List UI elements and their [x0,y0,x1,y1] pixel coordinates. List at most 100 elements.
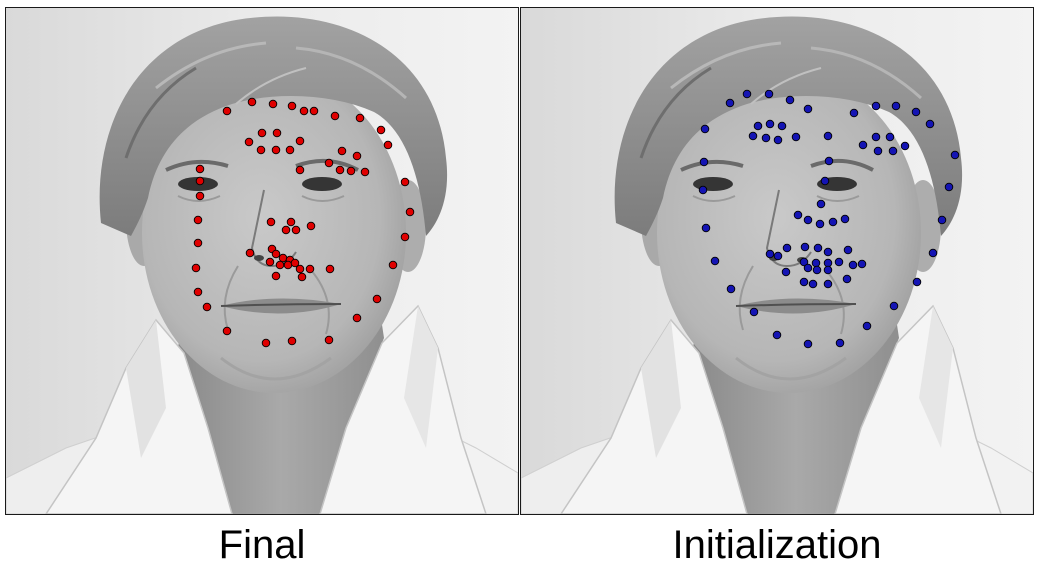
landmark-point [773,251,783,261]
landmark-point [698,185,708,195]
landmark-point [305,264,315,274]
landmark-point [823,131,833,141]
landmark-point [272,128,282,138]
landmark-point [912,277,922,287]
landmark-point [889,301,899,311]
landmark-point [376,125,386,135]
landmark-point [764,89,774,99]
landmark-point [888,146,898,156]
landmark-point [873,146,883,156]
landmark-point [862,321,872,331]
landmark-point [195,191,205,201]
landmark-point [803,104,813,114]
landmark-point [202,302,212,312]
landmark-point [710,256,720,266]
photo-panel-initialization [520,7,1034,515]
photo-panel-final [5,7,519,515]
landmark-point [871,101,881,111]
landmark-point [791,132,801,142]
landmark-point [281,225,291,235]
landmark-point [808,279,818,289]
landmark-point [928,248,938,258]
landmark-point [840,214,850,224]
landmark-point [324,335,334,345]
landmark-point [337,146,347,156]
landmark-point [265,257,275,267]
landmark-point [222,326,232,336]
landmark-point [849,108,859,118]
landmark-point [285,145,295,155]
landmark-point [823,247,833,257]
landmark-point [295,136,305,146]
landmark-point [287,101,297,111]
landmark-point [765,249,775,259]
landmark-point [811,258,821,268]
landmark-point [325,264,335,274]
landmark-point [823,265,833,275]
landmark-point [295,165,305,175]
caption-final: Final [218,523,306,567]
landmark-point [761,133,771,143]
caption-initialization: Initialization [672,523,882,567]
landmark-point [352,151,362,161]
landmark-point [286,217,296,227]
landmark-point [828,217,838,227]
landmark-point [324,158,334,168]
landmark-point [388,260,398,270]
landmark-point [911,107,921,117]
landmark-point [834,257,844,267]
landmark-point [803,339,813,349]
landmark-point [823,258,833,268]
landmark-point [261,338,271,348]
landmark-points-initialization [698,89,960,349]
landmark-point [753,121,763,131]
face-photo [521,8,1033,514]
landmark-point [813,243,823,253]
landmark-point [278,253,288,263]
landmark-point [777,121,787,131]
landmark-point [891,101,901,111]
landmark-point [287,336,297,346]
landmark-point [283,260,293,270]
landmark-point [290,258,300,268]
landmark-point [383,140,393,150]
landmark-point [335,165,345,175]
landmark-point [193,215,203,225]
landmark-point [257,128,267,138]
landmark-point [725,98,735,108]
landmark-point [400,232,410,242]
landmark-point [306,221,316,231]
landmark-point [858,140,868,150]
landmark-point [843,245,853,255]
landmark-point [400,177,410,187]
landmark-point [773,135,783,145]
landmark-point [700,124,710,134]
landmark-point [266,217,276,227]
landmark-point [950,150,960,160]
landmark-point [871,132,881,142]
landmark-point [268,99,278,109]
landmark-point [256,145,266,155]
landmark-point [275,260,285,270]
landmark-point [245,248,255,258]
landmark-point [244,137,254,147]
landmark-point [360,167,370,177]
landmark-point [193,287,203,297]
landmark-point [799,277,809,287]
landmark-point [937,215,947,225]
landmark-point [925,119,935,129]
landmark-point [271,271,281,281]
landmark-point [885,132,895,142]
face-photo-initialization [521,8,1033,514]
landmark-point [291,225,301,235]
landmark-point [749,307,759,317]
landmark-point [191,263,201,273]
landmark-point [803,263,813,273]
landmark-point [944,182,954,192]
landmark-point [346,166,356,176]
landmark-point [800,242,810,252]
landmark-point [195,176,205,186]
landmark-point [699,157,709,167]
landmark-point [405,207,415,217]
landmark-point [330,111,340,121]
